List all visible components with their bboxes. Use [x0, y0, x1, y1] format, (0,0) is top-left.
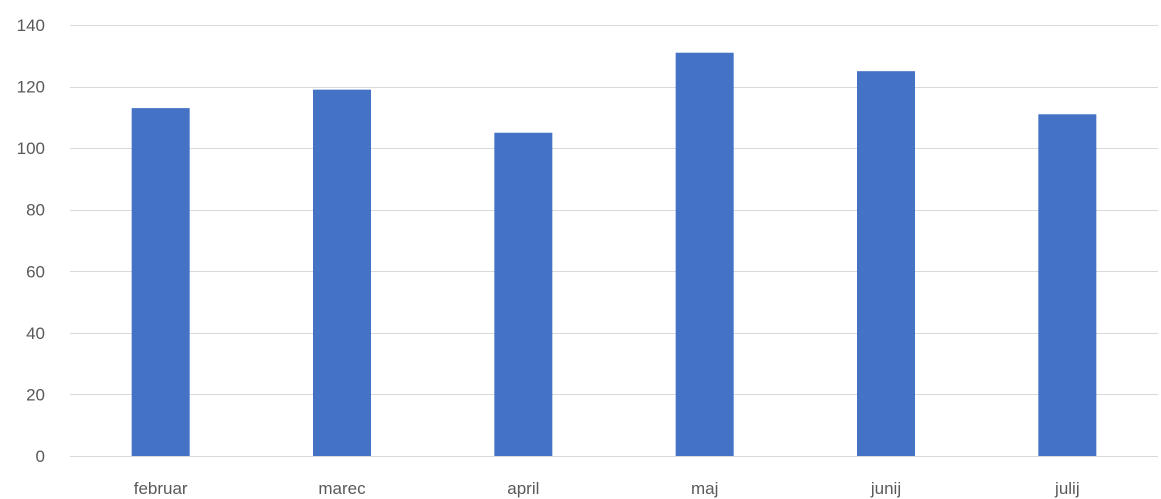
bar-maj [675, 52, 734, 456]
bar-februar [131, 108, 190, 456]
x-tick-label: februar [134, 479, 188, 498]
y-tick-label: 40 [26, 324, 45, 343]
x-axis-tick-labels: februar marec april maj junij julij [134, 479, 1080, 498]
gridlines [70, 25, 1158, 457]
y-tick-label: 60 [26, 262, 45, 281]
x-tick-label: april [507, 479, 539, 498]
x-tick-label: maj [691, 479, 718, 498]
bars [131, 52, 1097, 457]
y-tick-label: 120 [17, 78, 45, 97]
y-axis-tick-labels: 0 20 40 60 80 100 120 140 [17, 16, 45, 466]
bar-junij [857, 71, 915, 456]
y-tick-label: 80 [26, 201, 45, 220]
y-tick-label: 100 [17, 139, 45, 158]
bar-marec [313, 89, 371, 457]
y-tick-label: 0 [36, 447, 45, 466]
x-tick-label: julij [1054, 479, 1080, 498]
bar-julij [1038, 114, 1097, 457]
y-tick-label: 140 [17, 16, 45, 35]
x-tick-label: junij [870, 479, 901, 498]
bar-april [494, 132, 553, 456]
y-tick-label: 20 [26, 385, 45, 404]
x-tick-label: marec [318, 479, 366, 498]
